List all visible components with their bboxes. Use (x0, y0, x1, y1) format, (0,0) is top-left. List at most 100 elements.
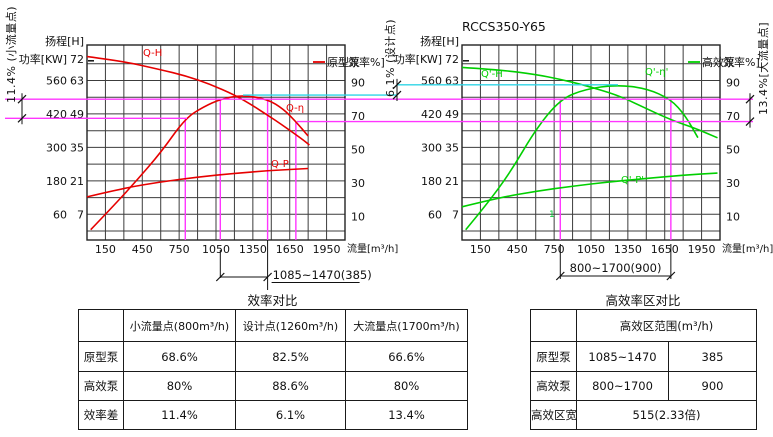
head-tick-label: 21 (445, 175, 459, 188)
flow-tick-label: 1950 (313, 243, 341, 256)
head-tick-label: 72 (445, 53, 459, 66)
col-header-large-flow: 大流量点(1700m³/h) (345, 309, 468, 342)
curve-Q'-P' (461, 172, 718, 208)
eff-tick-label: 70 (726, 110, 740, 123)
power-axis-label: 功率[KW] (394, 52, 442, 66)
table-header-row: 高效区范围(m³/h) (530, 309, 758, 342)
dimension-tick (215, 272, 225, 282)
curve-label-Q-H: Q-H (143, 48, 162, 59)
legend-pump-label: 原型泵 (327, 55, 360, 69)
dimension-tick (745, 117, 755, 127)
table-header-row: 小流量点(800m³/h) 设计点(1260m³/h) 大流量点(1700m³/… (78, 309, 468, 342)
flow-tick-label: 1050 (577, 243, 605, 256)
table-cell: 82.5% (235, 341, 346, 372)
dimension-tick (263, 272, 273, 282)
legend-pump-label: 高效泵 (702, 55, 735, 69)
head-tick-label: 63 (445, 75, 459, 88)
eff-tick-label: 10 (726, 210, 740, 223)
power-tick-label: 180 (46, 175, 67, 188)
design-point-diff-label: 6.1% (设计点) (384, 18, 397, 97)
flow-tick-label: 150 (470, 243, 491, 256)
eff-axis-label: 效率%] (348, 55, 385, 69)
row-label-original-pump: 原型泵 (78, 341, 124, 372)
flow-tick-label: 750 (544, 243, 565, 256)
curve-Q'-η' (465, 85, 699, 231)
flow-tick-label: 1650 (651, 243, 679, 256)
corner-cell (78, 309, 124, 342)
curve-Q-H (86, 55, 310, 146)
eff-tick-label: 50 (726, 143, 740, 156)
flow-tick-label: 1950 (688, 243, 716, 256)
eff-axis-label: 效率%] (723, 55, 760, 69)
head-tick-label: 7 (77, 208, 84, 221)
table-cell: 80% (345, 371, 468, 401)
zone-table: 高效区范围(m³/h) 原型泵 1085~1470 385 高效泵 800~17… (530, 309, 758, 430)
table-row: 原型泵 1085~1470 385 (530, 341, 758, 372)
dimension-tick (17, 113, 27, 123)
power-tick-label: 560 (421, 75, 442, 88)
row-label-original-pump: 原型泵 (530, 341, 577, 372)
eff-tick-label: 50 (351, 143, 365, 156)
efficiency-table: 小流量点(800m³/h) 设计点(1260m³/h) 大流量点(1700m³/… (78, 309, 468, 430)
corner-cell (530, 309, 577, 342)
chart-border (461, 44, 721, 241)
efficiency-comparison-table: 效率对比 小流量点(800m³/h) 设计点(1260m³/h) 大流量点(17… (78, 292, 468, 430)
row-label-efficient-pump: 高效泵 (530, 371, 577, 401)
flow-axis-label: 流量[m³/h] (722, 242, 773, 255)
range-label: 1085~1470(385) (273, 268, 372, 282)
head-tick-label: 21 (70, 175, 84, 188)
small-flow-diff-label: 11.4% (小流量点) (5, 5, 18, 103)
curve-Q-P (86, 167, 309, 198)
range-label: 800~1700(900) (570, 261, 662, 275)
table-title: 效率对比 (247, 293, 298, 308)
table-cell: 6.1% (235, 400, 346, 430)
table-cell: 1085~1470 (576, 341, 669, 372)
chart-title: RCCS350-Y65 (462, 19, 546, 34)
head-tick-label: 7 (452, 208, 459, 221)
curve-Q-η (90, 95, 309, 231)
eff-tick-label: 90 (351, 76, 365, 89)
flow-tick-label: 1650 (276, 243, 304, 256)
power-tick-label: 180 (421, 175, 442, 188)
eff-tick-label: 70 (351, 110, 365, 123)
flow-tick-label: 450 (132, 243, 153, 256)
table-row: 效率差 11.4% 6.1% 13.4% (78, 400, 468, 430)
table-cell: 13.4% (345, 400, 468, 430)
dimension-tick (392, 90, 402, 100)
table-cell: 11.4% (123, 400, 236, 430)
table-row: 原型泵 68.6% 82.5% 66.6% (78, 341, 468, 372)
large-flow-diff-label: 13.4%[大流量点] (757, 21, 770, 115)
head-tick-label: 35 (445, 141, 459, 154)
table-cell: 800~1700 (576, 371, 669, 401)
zone-comparison-table: 高效率区对比 高效区范围(m³/h) 原型泵 1085~1470 385 高效泵… (530, 292, 758, 430)
curve-label-Q-P: Q-P (271, 159, 289, 170)
col-header-zone-range: 高效区范围(m³/h) (575, 309, 758, 342)
chart-border (86, 44, 346, 241)
eff-tick-label: 30 (726, 177, 740, 190)
row-label-zone-width: 高效区宽 (530, 400, 577, 430)
head-axis-label: 扬程[H] (45, 34, 84, 48)
flow-tick-label: 150 (95, 243, 116, 256)
stray-mark: 1 (549, 210, 555, 220)
head-tick-label: 35 (70, 141, 84, 154)
row-label-efficiency-diff: 效率差 (78, 400, 124, 430)
dimension-tick (555, 271, 565, 281)
table-cell: 80% (123, 371, 236, 401)
flow-tick-label: 450 (507, 243, 528, 256)
dimension-tick (17, 94, 27, 104)
col-header-small-flow: 小流量点(800m³/h) (123, 309, 236, 342)
power-axis-label: 功率[KW] (19, 52, 67, 66)
curve-label-Q-η: Q-η (286, 103, 304, 114)
table-cell: 66.6% (345, 341, 468, 372)
power-tick-label: 300 (421, 141, 442, 154)
table-title: 高效率区对比 (605, 293, 681, 308)
eff-tick-label: 90 (726, 76, 740, 89)
curve-label-Q'-H: Q'-H (481, 69, 503, 80)
power-tick-label: 60 (53, 208, 67, 221)
flow-axis-label: 流量[m³/h] (347, 242, 398, 255)
power-tick-label: 560 (46, 75, 67, 88)
head-axis-label: 扬程[H] (420, 34, 459, 48)
curve-label-Q'-P': Q'-P' (621, 175, 644, 186)
